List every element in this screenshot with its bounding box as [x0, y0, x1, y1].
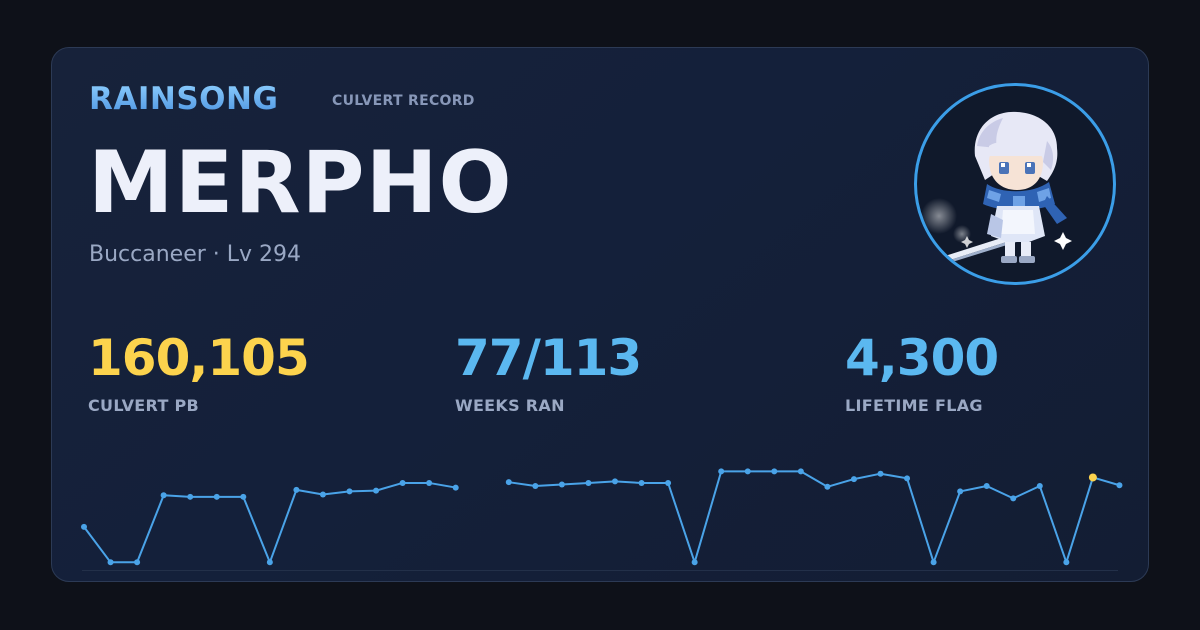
sparkline-point [1063, 559, 1070, 566]
sparkline-point [585, 479, 592, 486]
lifetime-flag-label: LIFETIME FLAG [845, 396, 983, 415]
sparkline-best-point [1088, 473, 1097, 482]
sparkline-point [1116, 482, 1123, 489]
lifetime-flag-value: 4,300 [845, 329, 999, 387]
sparkline-point [744, 468, 751, 475]
weeks-ran-value: 77/113 [455, 329, 642, 387]
sparkline-point [319, 491, 326, 498]
player-name: MERPHO [88, 133, 513, 233]
sparkline-point [797, 468, 804, 475]
player-class-level: Buccaneer · Lv 294 [89, 242, 302, 267]
sparkline-point [665, 479, 672, 486]
stat-lifetime-flag: 4,300 LIFETIME FLAG [845, 329, 999, 415]
sparkline-point [346, 488, 353, 495]
culvert-record-card: RAINSONG CULVERT RECORD MERPHO Buccaneer… [51, 47, 1149, 582]
sparkline-point [293, 486, 300, 493]
sparkline-point [452, 484, 459, 491]
sparkline-point [718, 468, 725, 475]
sparkline-point [824, 483, 831, 490]
culvert-pb-label: CULVERT PB [88, 396, 200, 415]
sparkline-point [877, 470, 884, 477]
sparkline-point [771, 468, 778, 475]
sparkline-point [266, 559, 273, 566]
sparkline-point [240, 493, 247, 500]
sparkline-point [904, 475, 911, 482]
sparkline-point [1036, 483, 1043, 490]
sparkline-point [558, 481, 565, 488]
sparkline-point [691, 559, 698, 566]
character-sprite-icon [921, 111, 1072, 263]
sparkline-point [1010, 495, 1017, 502]
sparkline-point [160, 492, 167, 499]
sparkline-point [373, 487, 380, 494]
sparkline-series-segment [83, 481, 456, 564]
sparkline-point [213, 493, 220, 500]
sparkline-point [957, 488, 964, 495]
culvert-score-sparkline [81, 468, 1123, 571]
sparkline-point [612, 478, 618, 485]
sparkline-point [930, 559, 937, 566]
sparkline-point [850, 476, 857, 483]
sparkline-point [426, 479, 433, 486]
brand-title: RAINSONG [89, 81, 279, 117]
stat-weeks-ran: 77/113 WEEKS RAN [455, 329, 642, 415]
sparkline-series-segment [508, 470, 1120, 564]
culvert-pb-value: 160,105 [88, 329, 310, 387]
weeks-ran-label: WEEKS RAN [455, 396, 565, 415]
sparkline-point [134, 559, 141, 566]
sparkline-point [107, 559, 114, 566]
sparkline-point [81, 523, 87, 530]
character-avatar [914, 83, 1116, 285]
sparkline-point [399, 479, 406, 486]
sparkline-point [187, 493, 194, 500]
sparkline-point [532, 483, 539, 490]
sparkline-point [638, 479, 645, 486]
card-subtitle: CULVERT RECORD [332, 93, 475, 109]
sparkline-point [505, 479, 512, 486]
stat-culvert-pb: 160,105 CULVERT PB [88, 329, 310, 415]
sparkline-point [983, 483, 990, 490]
